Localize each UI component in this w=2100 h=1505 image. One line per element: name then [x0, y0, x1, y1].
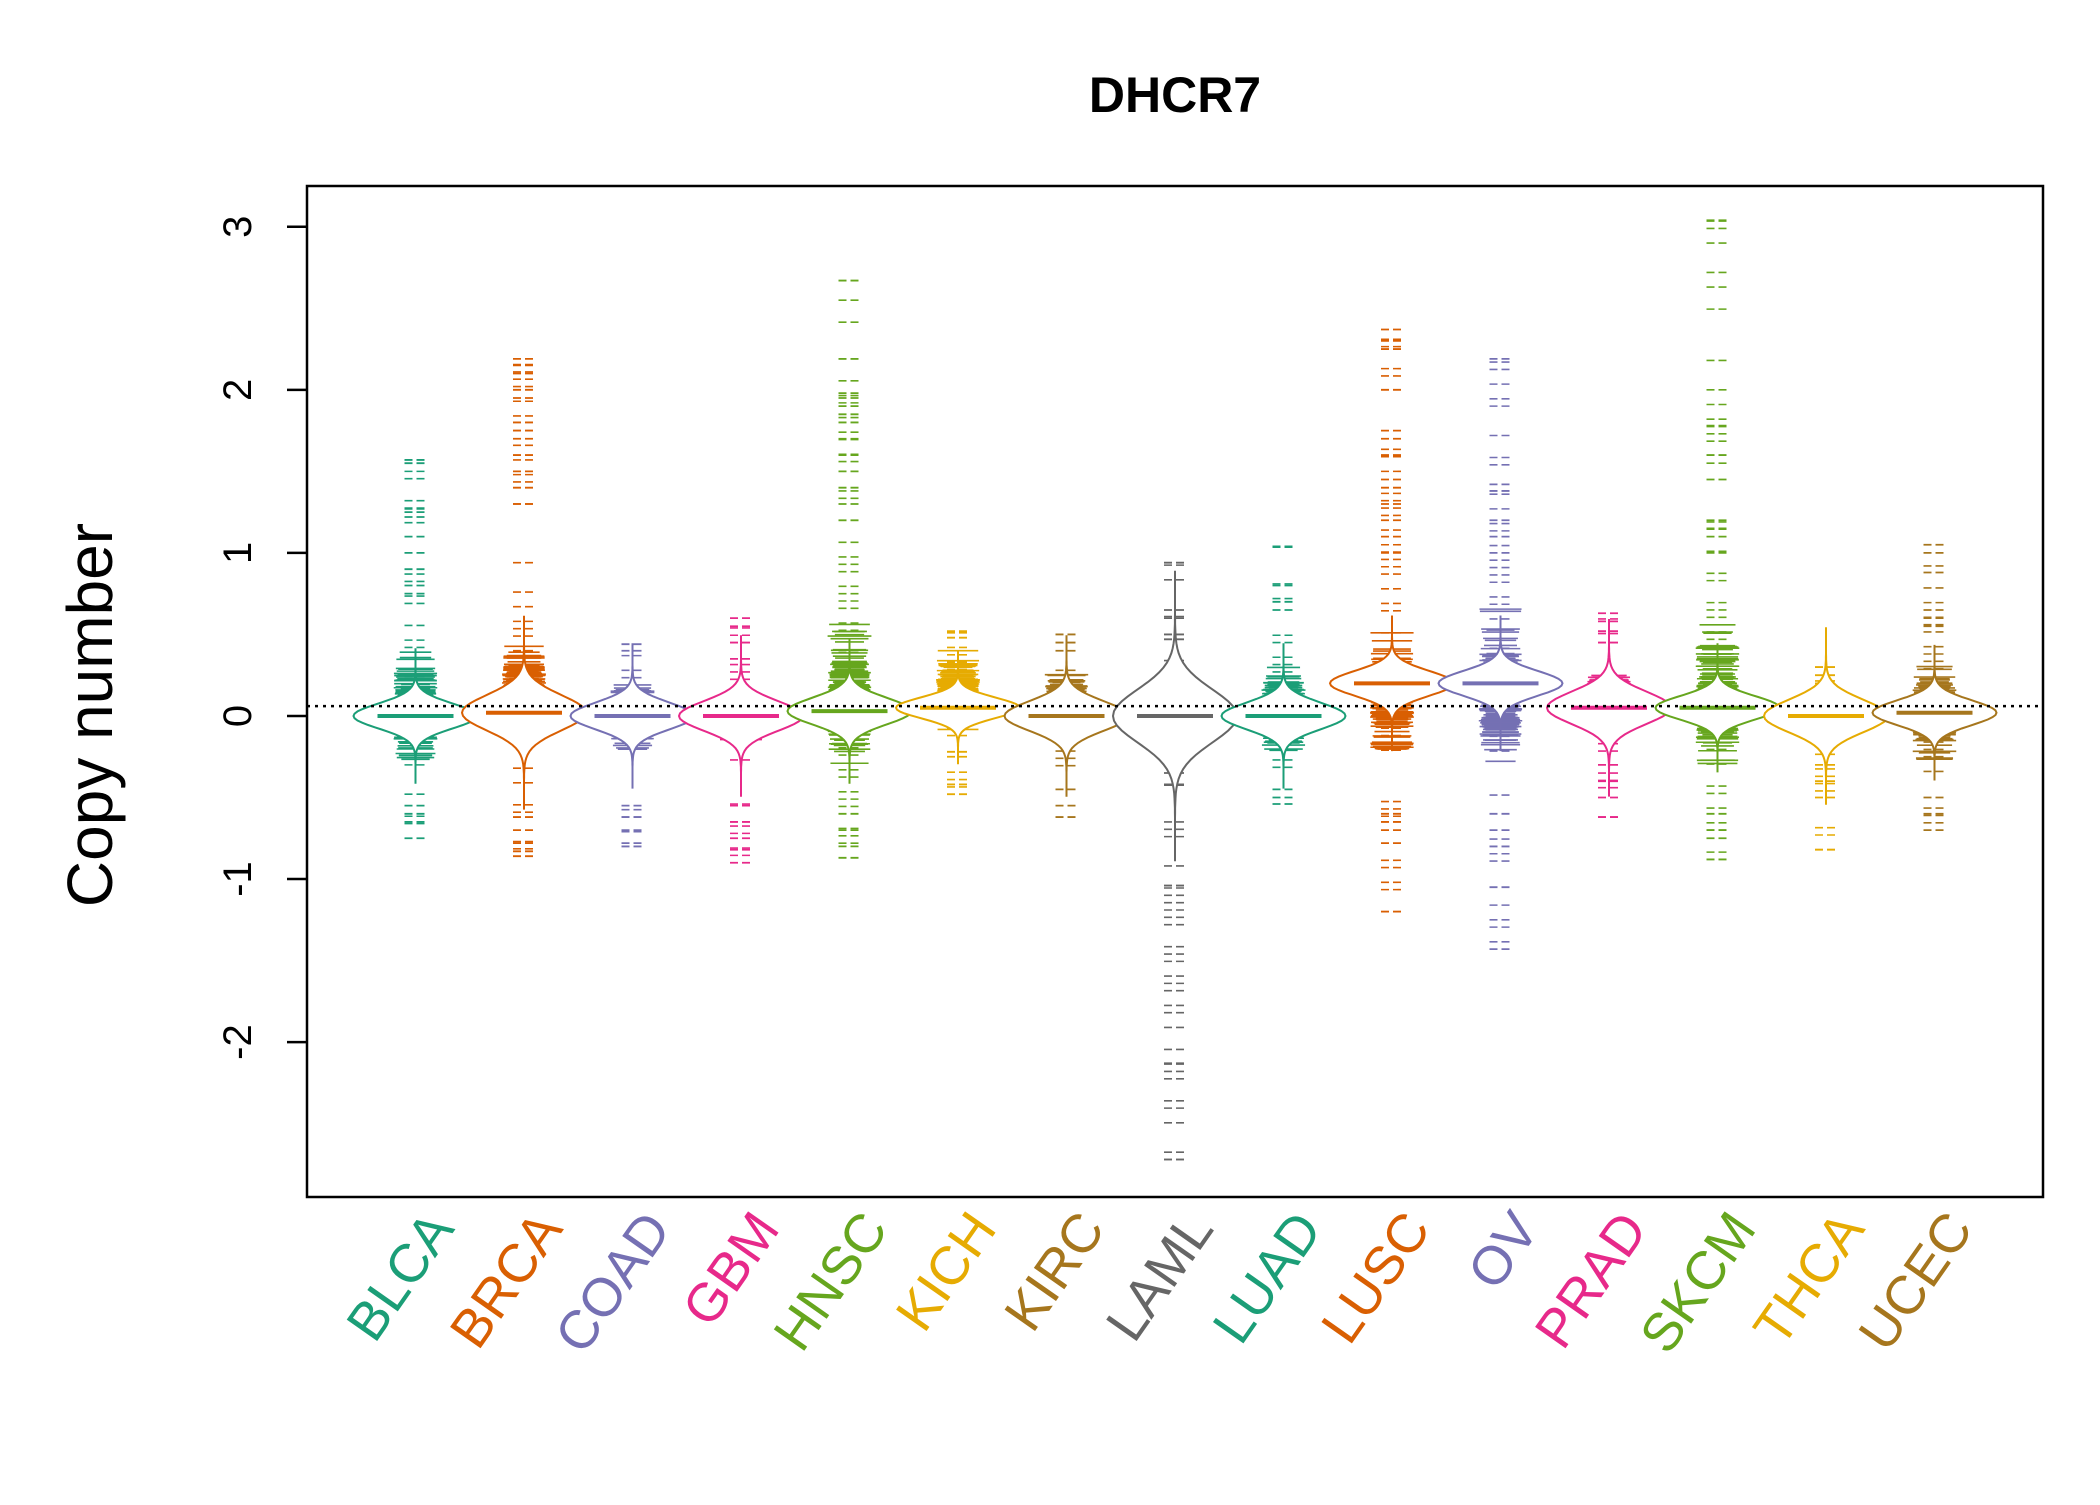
- plot-area: -2-10123BLCABRCACOADGBMHNSCKICHKIRCLAMLL…: [216, 184, 2045, 1364]
- bean-coad: [569, 643, 696, 848]
- bean-ov: [1437, 357, 1564, 951]
- bean-laml: [1111, 561, 1239, 1161]
- bean-brca: [460, 357, 588, 858]
- plot-frame: [305, 184, 2045, 1199]
- y-tick-label: 0: [216, 705, 260, 727]
- x-tick-label-luad: LUAD: [1202, 1201, 1334, 1353]
- x-tick-label-kich: KICH: [885, 1201, 1008, 1341]
- y-tick-label: 1: [216, 542, 260, 564]
- x-tick-label-ov: OV: [1456, 1201, 1550, 1299]
- x-tick-label-lusc: LUSC: [1310, 1201, 1442, 1353]
- bean-ucec: [1871, 543, 1998, 832]
- x-tick-label-coad: COAD: [544, 1201, 683, 1363]
- bean-blca: [352, 459, 479, 840]
- x-tick-label-kirc: KIRC: [993, 1201, 1116, 1341]
- y-tick-label: 2: [216, 379, 260, 401]
- x-tick-label-hnsc: HNSC: [762, 1201, 899, 1361]
- y-tick-label: -1: [216, 861, 260, 897]
- x-tick-label-skcm: SKCM: [1629, 1201, 1768, 1363]
- bean-thca: [1762, 627, 1890, 851]
- bean-gbm: [677, 617, 805, 864]
- bean-hnsc: [786, 279, 913, 859]
- x-tick-label-ucec: UCEC: [1847, 1201, 1984, 1361]
- y-axis-label: Copy number: [54, 523, 126, 907]
- y-tick-label: -2: [216, 1024, 260, 1060]
- chart-title: DHCR7: [1089, 67, 1261, 123]
- bean-lusc: [1328, 328, 1456, 913]
- bean-prad: [1545, 612, 1673, 818]
- bean-luad: [1220, 545, 1347, 805]
- bean-skcm: [1654, 219, 1781, 861]
- x-tick-label-laml: LAML: [1095, 1201, 1225, 1351]
- y-tick-label: 3: [216, 216, 260, 238]
- bean-kirc: [1003, 633, 1130, 818]
- bean-kich: [894, 630, 1022, 796]
